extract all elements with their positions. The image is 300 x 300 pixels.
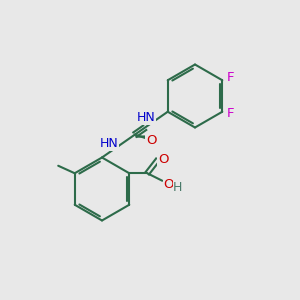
Text: HN: HN: [136, 111, 155, 124]
Text: O: O: [146, 134, 157, 146]
Text: F: F: [227, 71, 234, 84]
Text: O: O: [158, 153, 168, 166]
Text: HN: HN: [100, 137, 118, 150]
Text: O: O: [164, 178, 174, 191]
Text: F: F: [227, 107, 234, 120]
Text: H: H: [173, 181, 183, 194]
